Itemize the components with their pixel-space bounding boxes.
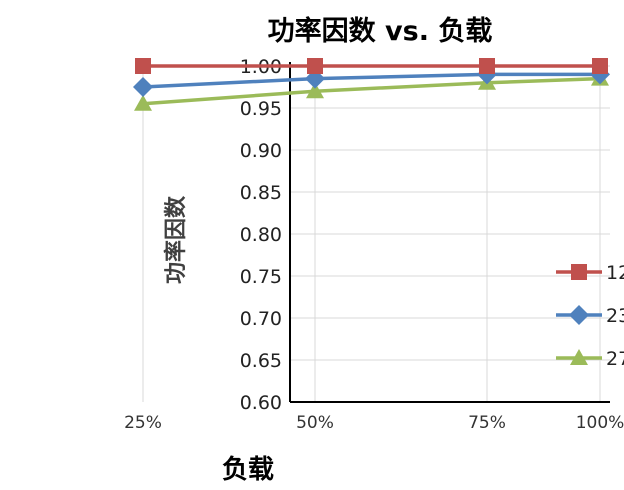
data-point: [592, 58, 608, 74]
y-axis-label: 功率因数: [163, 195, 189, 284]
data-point: [135, 58, 151, 74]
series-line: [142, 72, 600, 89]
data-point: [133, 77, 153, 97]
y-tick-label: 0.60: [240, 392, 282, 414]
x-tick-label: 100%: [576, 413, 624, 433]
data-point: [570, 349, 588, 365]
legend-label: 120Vac: [606, 262, 624, 284]
chart-title: 功率因数 vs. 负载: [268, 15, 493, 47]
y-tick-label: 0.85: [240, 182, 282, 204]
y-tick-label: 0.80: [240, 224, 282, 246]
x-tick-label: 75%: [468, 413, 506, 433]
data-point: [569, 305, 589, 325]
data-point: [479, 58, 495, 74]
x-tick-label: 25%: [124, 413, 162, 433]
data-point: [134, 94, 152, 111]
data-point: [307, 58, 323, 74]
y-tick-label: 0.70: [240, 308, 282, 330]
legend-label: 277Vac: [606, 348, 624, 370]
data-point: [571, 264, 587, 280]
legend: 120Vac 230Vac 277Vac: [556, 262, 624, 370]
y-tick-label: 0.75: [240, 266, 282, 288]
y-tick-label: 0.95: [240, 98, 282, 120]
x-tick-label: 50%: [296, 413, 334, 433]
data-point: [306, 82, 324, 99]
x-axis-label: 负载: [222, 455, 274, 485]
series-line: [142, 76, 601, 106]
y-tick-label: 0.90: [240, 140, 282, 162]
y-tick-label: 0.65: [240, 350, 282, 372]
legend-label: 230Vac: [606, 305, 624, 327]
